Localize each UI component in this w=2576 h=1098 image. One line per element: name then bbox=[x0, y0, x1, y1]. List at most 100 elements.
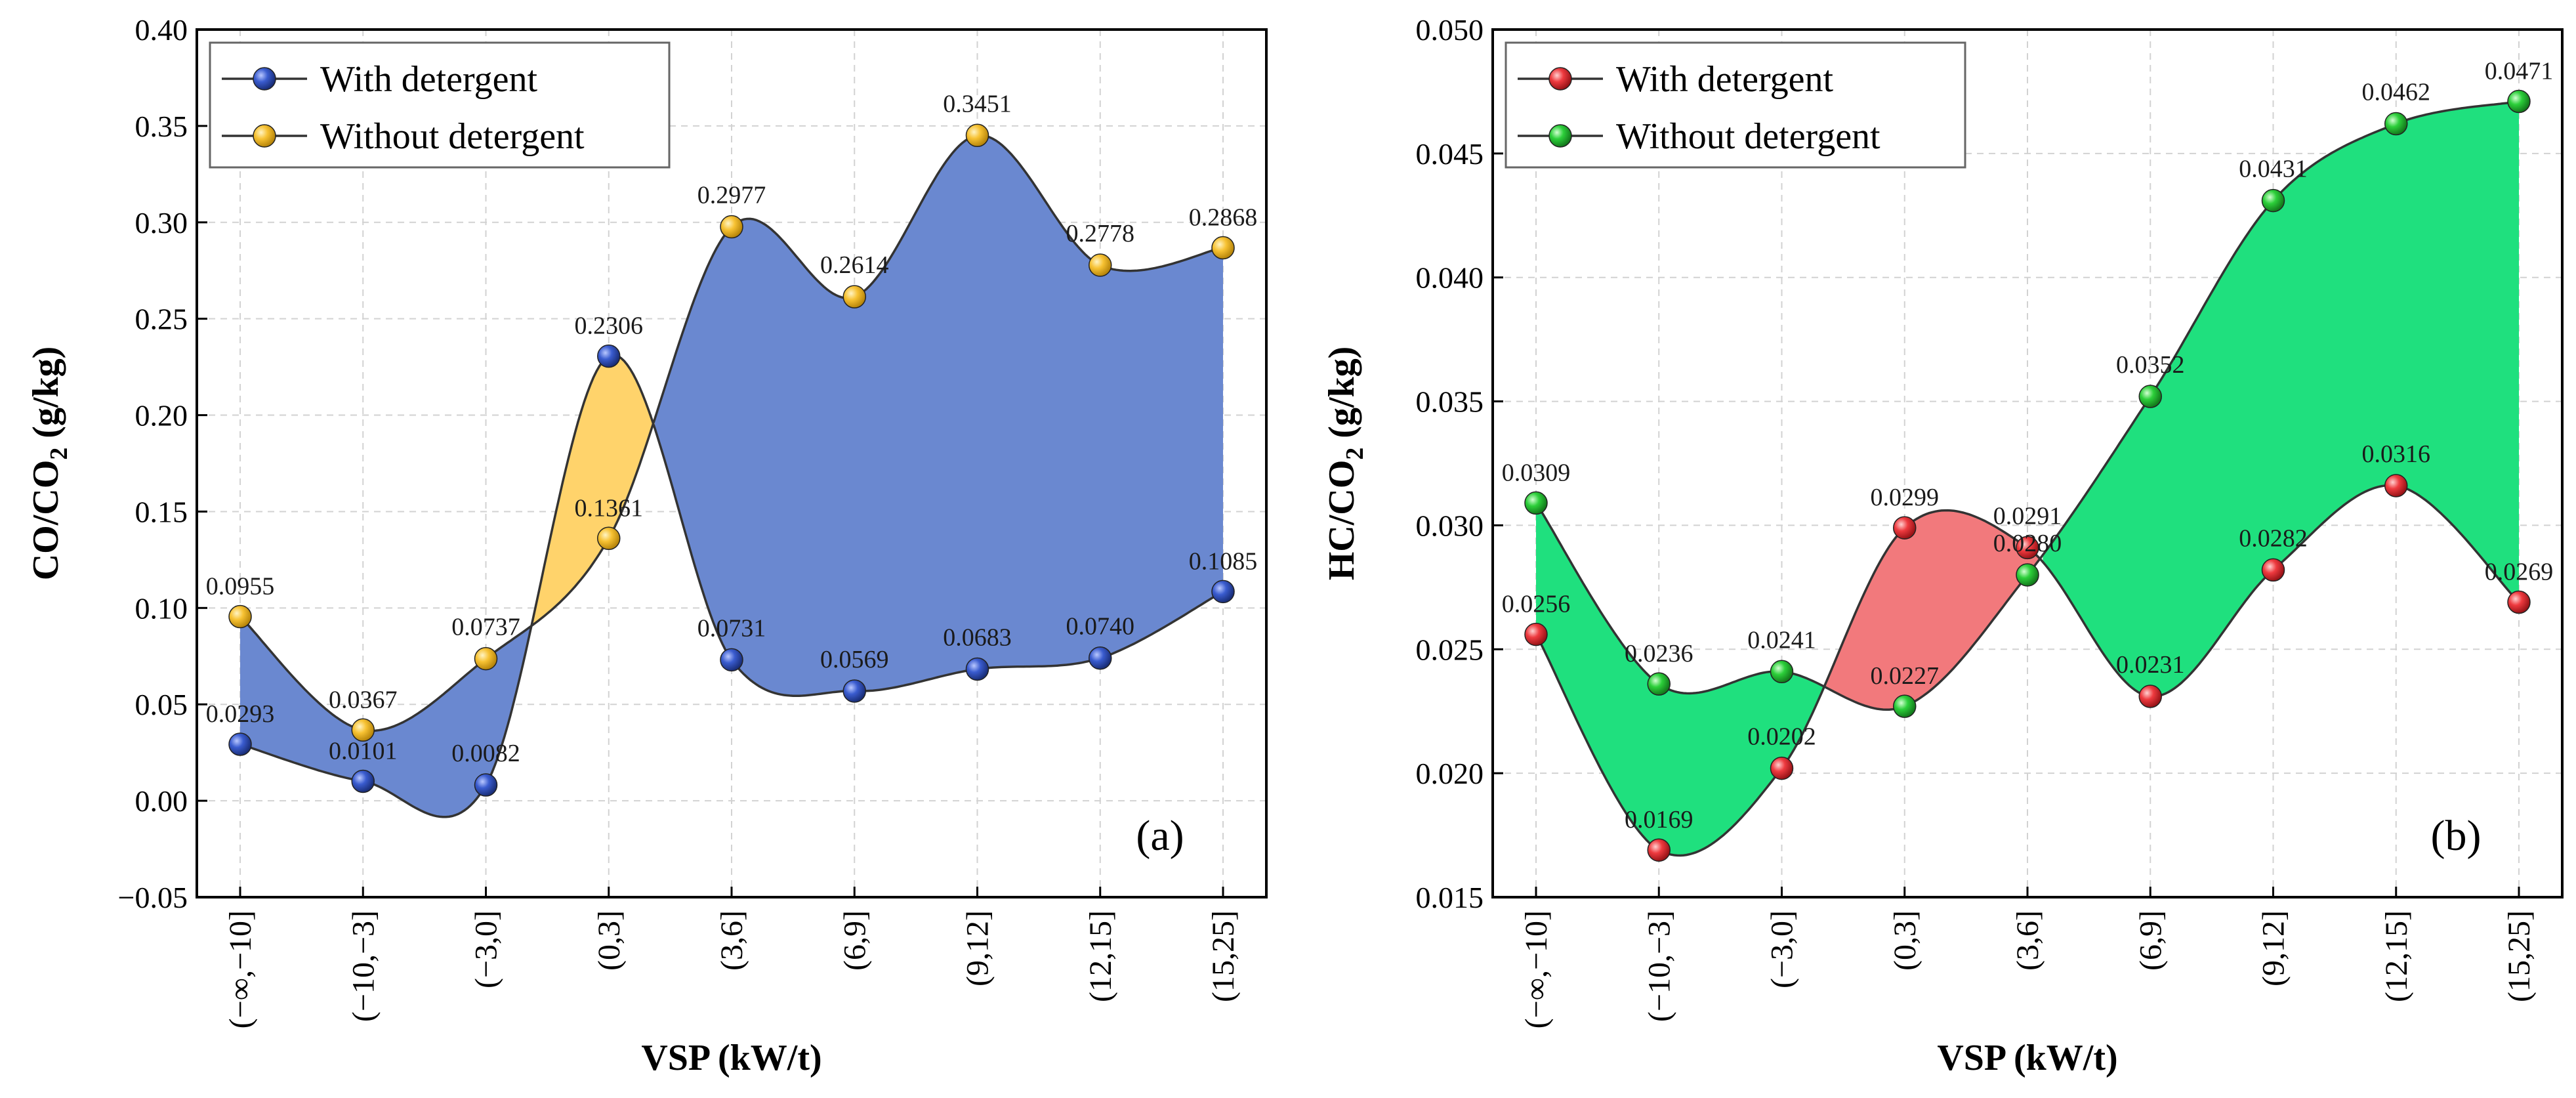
data-label: 0.0169 bbox=[1625, 806, 1693, 834]
x-tick-label: (6,9] bbox=[2133, 910, 2168, 971]
marker-with-detergent bbox=[2508, 591, 2530, 614]
data-label: 0.0082 bbox=[451, 740, 520, 767]
marker-without-detergent bbox=[598, 527, 620, 549]
x-tick-label: (−10,−3] bbox=[1642, 910, 1676, 1022]
data-label: 0.3451 bbox=[943, 90, 1012, 117]
legend-marker bbox=[1549, 68, 1571, 90]
marker-without-detergent bbox=[229, 606, 251, 628]
marker-with-detergent bbox=[1089, 647, 1111, 669]
y-tick-label: 0.05 bbox=[135, 688, 188, 721]
marker-without-detergent bbox=[720, 216, 743, 238]
y-tick-label: 0.20 bbox=[135, 399, 188, 433]
y-tick-label: 0.040 bbox=[1416, 261, 1484, 295]
data-label: 0.0269 bbox=[2485, 559, 2554, 586]
marker-without-detergent bbox=[2262, 190, 2285, 212]
marker-without-detergent bbox=[2139, 385, 2161, 408]
marker-without-detergent bbox=[2016, 564, 2039, 586]
x-axis-title: VSP (kW/t) bbox=[1937, 1038, 2117, 1078]
x-tick-label: (0,3] bbox=[592, 910, 627, 971]
marker-with-detergent bbox=[1525, 623, 1547, 646]
data-label: 0.0683 bbox=[943, 623, 1012, 651]
y-tick-label: 0.030 bbox=[1416, 509, 1484, 542]
data-label: 0.0282 bbox=[2239, 524, 2308, 552]
marker-with-detergent bbox=[1894, 517, 1916, 539]
x-tick-label: (9,12] bbox=[2256, 910, 2291, 986]
marker-with-detergent bbox=[352, 770, 374, 792]
x-tick-label: (−∞,−10] bbox=[1519, 910, 1554, 1028]
data-label: 0.0955 bbox=[206, 573, 275, 601]
data-label: 0.0569 bbox=[820, 646, 889, 673]
marker-without-detergent bbox=[966, 124, 989, 146]
legend-label: Without detergent bbox=[1616, 116, 1880, 157]
x-tick-label: (12,15] bbox=[1083, 910, 1118, 1002]
data-label: 0.0431 bbox=[2239, 156, 2308, 183]
data-label: 0.0299 bbox=[1871, 484, 1940, 511]
legend-label: With detergent bbox=[320, 59, 537, 100]
y-tick-label: −0.05 bbox=[118, 881, 188, 914]
legend-marker bbox=[253, 125, 276, 147]
y-tick-label: 0.035 bbox=[1416, 385, 1484, 419]
data-label: 0.0280 bbox=[1993, 530, 2062, 557]
data-label: 0.0471 bbox=[2485, 58, 2554, 85]
x-tick-label: (15,25] bbox=[2502, 910, 2537, 1002]
y-axis-title: CO/CO2 (g/kg) bbox=[26, 347, 73, 581]
x-tick-label: (−10,−3] bbox=[346, 910, 381, 1022]
data-label: 0.0309 bbox=[1502, 459, 1571, 486]
marker-with-detergent bbox=[720, 648, 743, 671]
data-label: 0.0737 bbox=[451, 614, 520, 641]
marker-without-detergent bbox=[475, 648, 497, 670]
legend-marker bbox=[1549, 125, 1571, 147]
legend-label: Without detergent bbox=[320, 116, 585, 157]
marker-without-detergent bbox=[1771, 660, 1793, 683]
y-tick-label: 0.045 bbox=[1416, 137, 1484, 171]
data-label: 0.0293 bbox=[206, 700, 275, 728]
y-tick-label: 0.050 bbox=[1416, 13, 1484, 47]
marker-with-detergent bbox=[2139, 685, 2161, 707]
area-between-series bbox=[532, 355, 655, 625]
figure: −0.050.000.050.100.150.200.250.300.350.4… bbox=[0, 0, 2576, 1098]
y-tick-label: 0.25 bbox=[135, 303, 188, 336]
data-label: 0.0227 bbox=[1871, 662, 1940, 690]
x-axis-title: VSP (kW/t) bbox=[641, 1038, 821, 1078]
marker-without-detergent bbox=[843, 285, 865, 308]
x-tick-label: (3,6] bbox=[2010, 910, 2045, 971]
y-tick-label: 0.015 bbox=[1416, 881, 1484, 914]
data-label: 0.2868 bbox=[1189, 204, 1258, 232]
chart-panel-a: −0.05 0.00 0.05 0.10 0.15 0.20 0.25 0.30 0.35 0.4… bbox=[26, 13, 1266, 1078]
data-label: 0.2306 bbox=[575, 312, 644, 340]
data-label: 0.0241 bbox=[1747, 626, 1816, 654]
marker-with-detergent bbox=[1648, 839, 1670, 861]
marker-without-detergent bbox=[1212, 237, 1234, 259]
marker-with-detergent bbox=[1212, 580, 1234, 602]
marker-without-detergent bbox=[2385, 113, 2407, 135]
data-label: 0.0316 bbox=[2362, 440, 2431, 468]
data-label: 0.0352 bbox=[2116, 351, 2185, 379]
y-tick-label: 0.30 bbox=[135, 206, 188, 240]
data-label: 0.2778 bbox=[1066, 220, 1135, 247]
y-tick-label: 0.10 bbox=[135, 591, 188, 625]
marker-with-detergent bbox=[598, 345, 620, 368]
y-axis-title: HC/CO2 (g/kg) bbox=[1321, 347, 1369, 581]
data-label: 0.0231 bbox=[2116, 651, 2185, 679]
data-label: 0.0367 bbox=[329, 686, 398, 713]
y-tick-label: 0.40 bbox=[135, 13, 188, 47]
data-label: 0.0202 bbox=[1747, 723, 1816, 751]
x-tick-label: (−3,0] bbox=[469, 910, 504, 988]
y-tick-label: 0.020 bbox=[1416, 757, 1484, 790]
y-tick-label: 0.025 bbox=[1416, 633, 1484, 666]
x-tick-label: (−∞,−10] bbox=[223, 910, 258, 1028]
data-label: 0.0731 bbox=[697, 614, 766, 642]
legend-label: With detergent bbox=[1616, 59, 1833, 100]
legend-marker bbox=[253, 68, 276, 90]
marker-with-detergent bbox=[2262, 559, 2285, 581]
data-label: 0.2977 bbox=[697, 182, 766, 209]
area-between-series bbox=[2043, 102, 2519, 697]
x-tick-label: (−3,0] bbox=[1765, 910, 1800, 988]
marker-with-detergent bbox=[475, 774, 497, 796]
x-tick-label: (6,9] bbox=[837, 910, 872, 971]
data-label: 0.0101 bbox=[329, 737, 398, 765]
y-tick-label: 0.35 bbox=[135, 110, 188, 143]
x-tick-label: (9,12] bbox=[961, 910, 995, 986]
marker-with-detergent bbox=[843, 680, 865, 702]
data-label: 0.1085 bbox=[1189, 547, 1258, 575]
